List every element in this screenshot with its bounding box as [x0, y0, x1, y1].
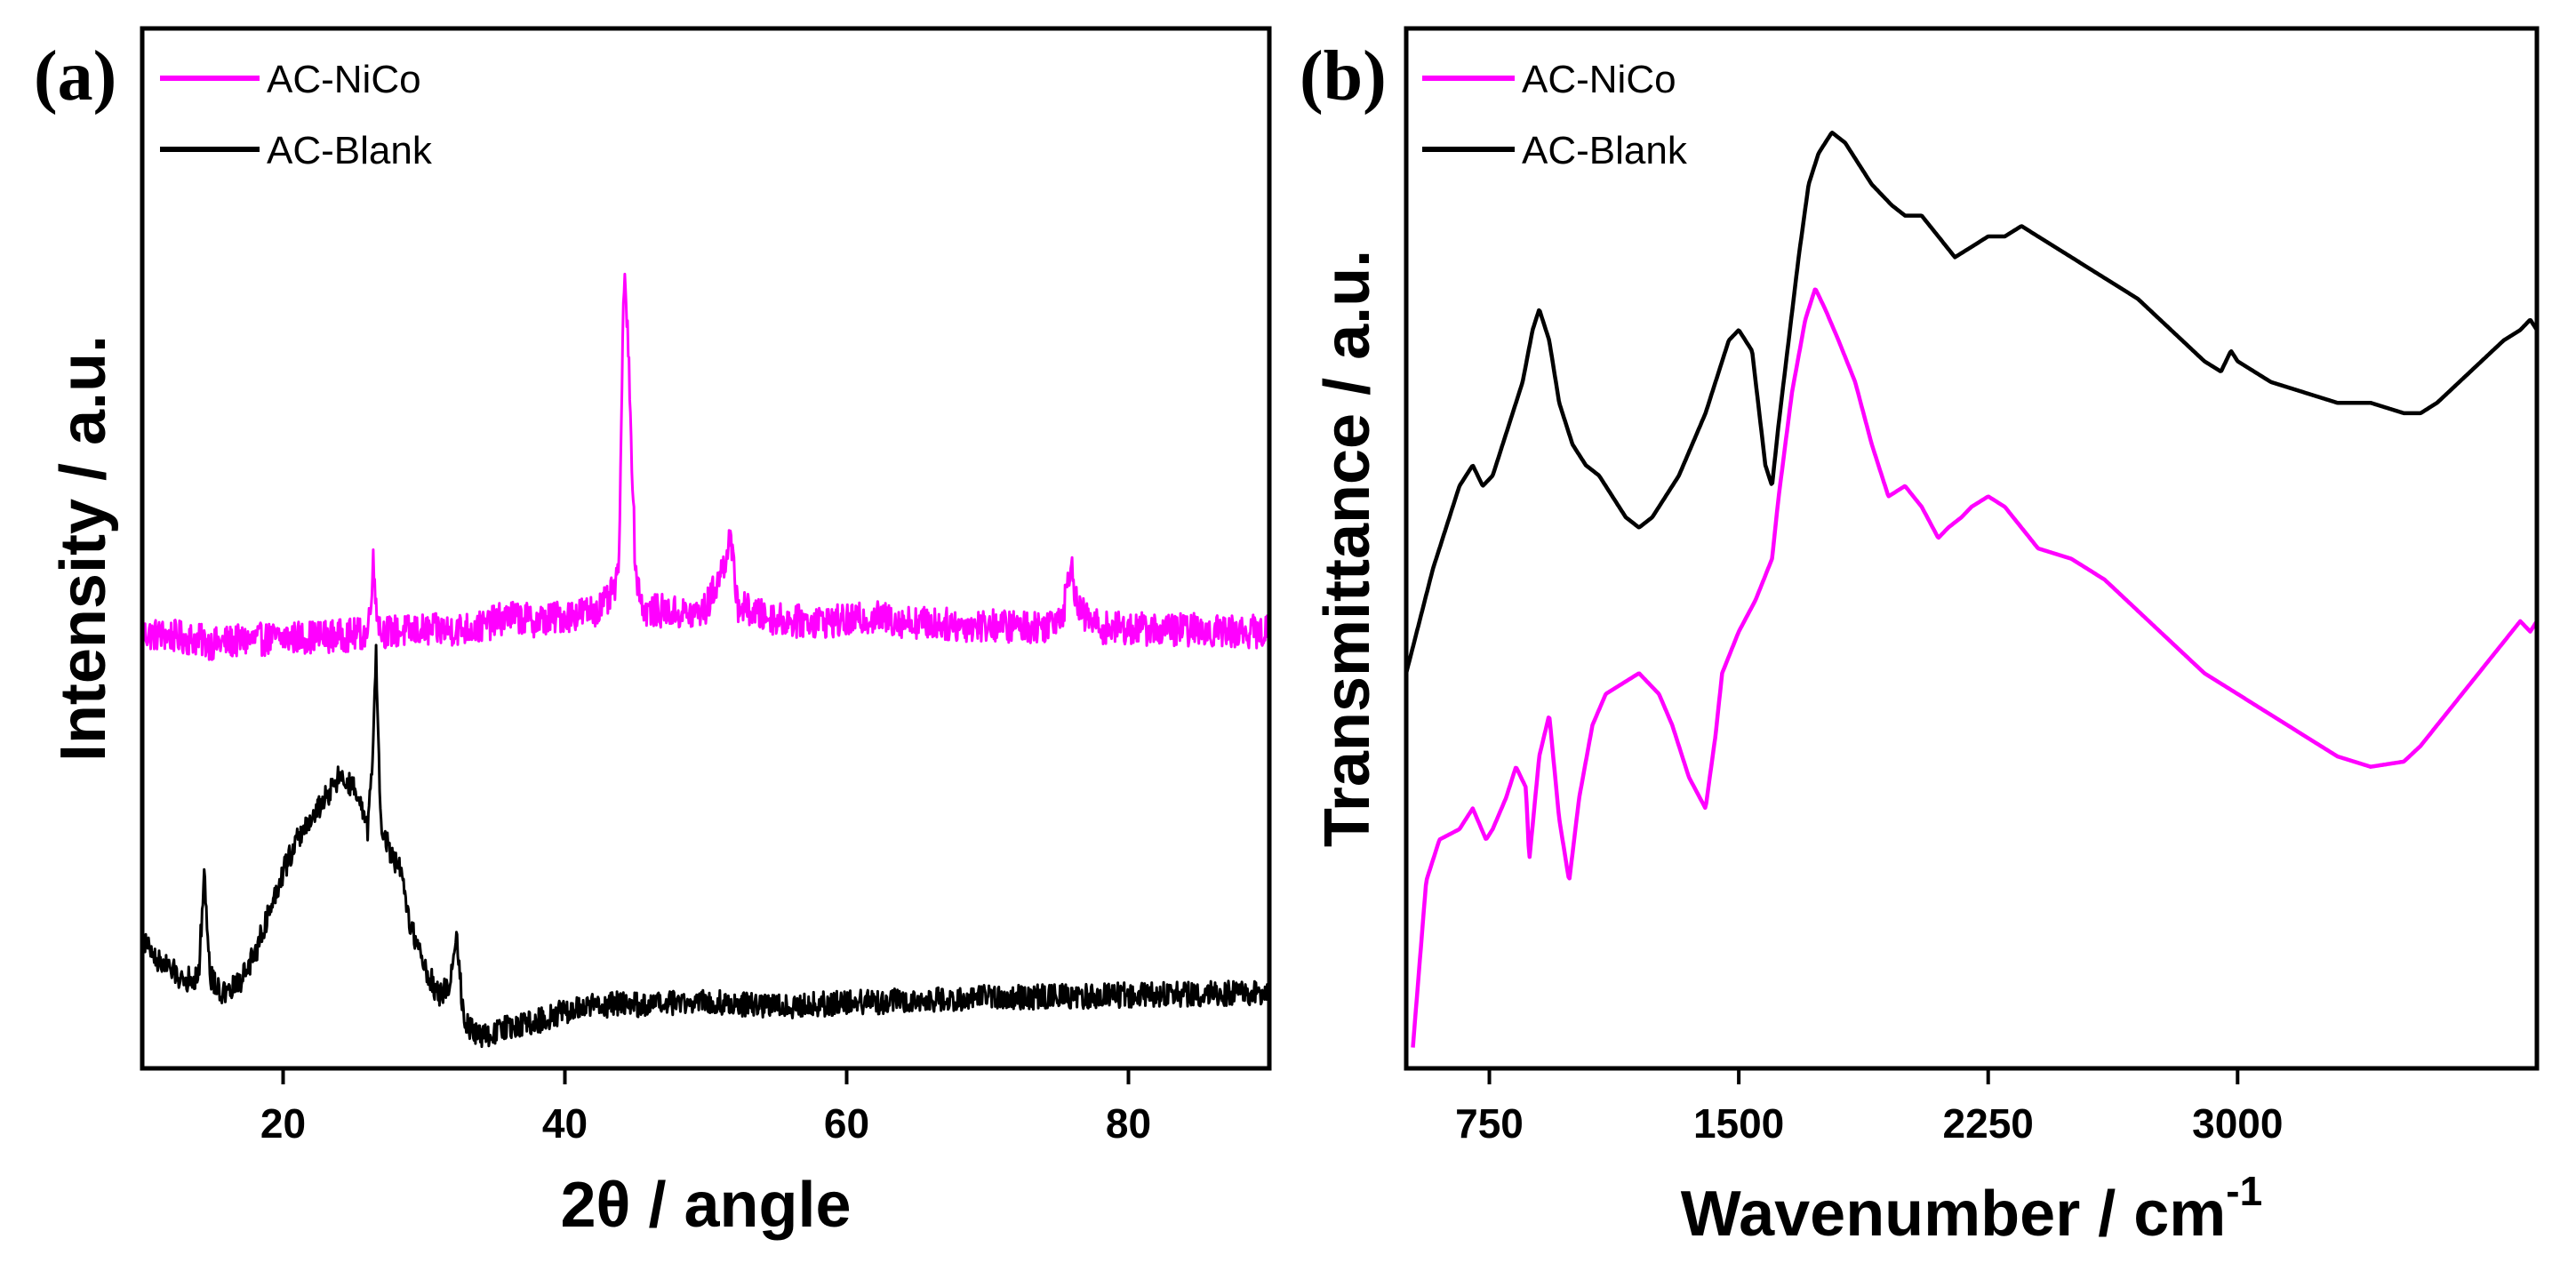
panel-a-plot-frame: [140, 26, 1272, 1071]
panel-b-ftir: (b) 750 1500 2250 3000 Wavenumber / cm-1 Tr…: [1300, 26, 2540, 1250]
panel-b-series-ac-nico: [1411, 287, 2539, 1048]
panel-b-x-axis-title-superscript: -1: [2226, 1168, 2262, 1214]
panel-b-y-axis-title: Transmittance / a.u.: [1312, 250, 1383, 847]
panel-a-x-axis-title: 2θ / angle: [560, 1170, 851, 1241]
panel-a-x-tick-label: 80: [1106, 1100, 1151, 1147]
panel-a-series-ac-nico: [140, 272, 1271, 661]
panel-a-x-ticks: 20 40 60 80: [260, 1068, 1151, 1147]
panel-a-legend-label-ac-nico: AC-NiCo: [267, 58, 421, 101]
panel-a-x-tick-label: 40: [542, 1100, 588, 1147]
panel-b-x-tick-label: 750: [1455, 1100, 1524, 1147]
panel-a-y-axis-title: Intensity / a.u.: [48, 335, 119, 762]
panel-a-x-tick-label: 60: [824, 1100, 869, 1147]
panel-a-label: (a): [34, 37, 116, 116]
panel-a-legend: AC-NiCo AC-Blank: [160, 58, 433, 172]
panel-b-legend-label-ac-nico: AC-NiCo: [1522, 58, 1676, 101]
panel-b-legend: AC-NiCo AC-Blank: [1422, 58, 1688, 172]
panel-a-legend-label-ac-blank: AC-Blank: [267, 129, 433, 172]
panel-a-series-ac-blank: [140, 644, 1271, 1049]
panel-b-x-axis-title: Wavenumber / cm-1: [1681, 1168, 2262, 1250]
panel-b-legend-label-ac-blank: AC-Blank: [1522, 129, 1688, 172]
panel-a-series-group: [140, 272, 1271, 1049]
panel-b-x-tick-label: 2250: [1943, 1100, 2034, 1147]
panel-a-xrd: (a) 20 40 60 80 2θ / angle Intensity / a.u.…: [34, 26, 1272, 1241]
panel-b-x-ticks: 750 1500 2250 3000: [1455, 1068, 2283, 1147]
panel-b-series-group: [1404, 131, 2539, 1048]
panel-b-x-tick-label: 1500: [1693, 1100, 1784, 1147]
panel-b-plot-frame: [1404, 26, 2540, 1071]
panel-b-label: (b): [1300, 37, 1387, 116]
panel-b-x-axis-title-text: Wavenumber / cm: [1681, 1179, 2227, 1250]
panel-b-x-tick-label: 3000: [2192, 1100, 2283, 1147]
panel-b-series-ac-blank: [1404, 131, 2539, 674]
panel-a-x-tick-label: 20: [260, 1100, 306, 1147]
